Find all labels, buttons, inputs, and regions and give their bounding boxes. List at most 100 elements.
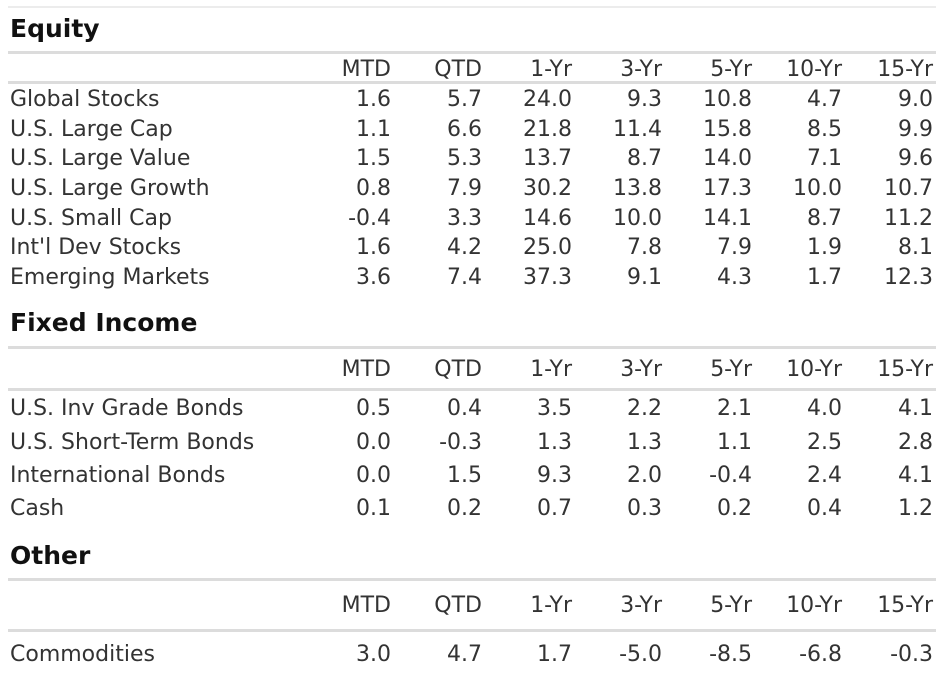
- value-cell: 15.8: [703, 117, 752, 142]
- column-header: QTD: [434, 357, 482, 382]
- table-row: International Bonds 0.0 1.5 9.3 2.0 -0.4…: [8, 461, 936, 491]
- value-cell: 25.0: [523, 235, 572, 260]
- section-title-rule: [8, 346, 936, 349]
- value-cell: 7.9: [447, 176, 482, 201]
- row-label: U.S. Large Value: [10, 146, 191, 171]
- value-cell: 1.9: [807, 235, 842, 260]
- value-cell: 1.5: [447, 463, 482, 488]
- column-header-row: MTD QTD 1-Yr 3-Yr 5-Yr 10-Yr 15-Yr: [8, 591, 936, 621]
- value-cell: 0.0: [356, 463, 391, 488]
- header-rule: [8, 388, 936, 391]
- section-title: Fixed Income: [10, 308, 198, 337]
- table-row: U.S. Inv Grade Bonds 0.5 0.4 3.5 2.2 2.1…: [8, 394, 936, 424]
- value-cell: 0.7: [537, 496, 572, 521]
- value-cell: 2.8: [898, 430, 933, 455]
- value-cell: 0.1: [356, 496, 391, 521]
- value-cell: 9.1: [627, 265, 662, 290]
- value-cell: 37.3: [523, 265, 572, 290]
- value-cell: 9.6: [898, 146, 933, 171]
- value-cell: 5.3: [447, 146, 482, 171]
- value-cell: 0.2: [447, 496, 482, 521]
- value-cell: 10.8: [703, 87, 752, 112]
- value-cell: 8.7: [627, 146, 662, 171]
- value-cell: -8.5: [709, 642, 752, 667]
- value-cell: 4.3: [717, 265, 752, 290]
- section-title-rule: [8, 51, 936, 54]
- column-header: 3-Yr: [620, 593, 662, 618]
- row-label: U.S. Inv Grade Bonds: [10, 396, 244, 421]
- value-cell: 8.1: [898, 235, 933, 260]
- column-header: 10-Yr: [786, 593, 842, 618]
- value-cell: 1.1: [356, 117, 391, 142]
- value-cell: 7.8: [627, 235, 662, 260]
- column-header: 10-Yr: [786, 357, 842, 382]
- value-cell: 10.0: [793, 176, 842, 201]
- value-cell: 1.3: [627, 430, 662, 455]
- value-cell: 9.9: [898, 117, 933, 142]
- value-cell: -0.3: [890, 642, 933, 667]
- value-cell: 4.7: [807, 87, 842, 112]
- value-cell: 8.7: [807, 206, 842, 231]
- table-row: Emerging Markets 3.6 7.4 37.3 9.1 4.3 1.…: [8, 263, 936, 293]
- value-cell: 14.1: [703, 206, 752, 231]
- value-cell: 0.3: [627, 496, 662, 521]
- table-row: U.S. Short-Term Bonds 0.0 -0.3 1.3 1.3 1…: [8, 428, 936, 458]
- value-cell: 10.7: [884, 176, 933, 201]
- value-cell: 4.7: [447, 642, 482, 667]
- header-rule: [8, 629, 936, 632]
- value-cell: 10.0: [613, 206, 662, 231]
- table-row: U.S. Small Cap -0.4 3.3 14.6 10.0 14.1 8…: [8, 204, 936, 234]
- value-cell: -0.4: [348, 206, 391, 231]
- column-header: 1-Yr: [530, 57, 572, 82]
- value-cell: 4.1: [898, 463, 933, 488]
- value-cell: 1.7: [537, 642, 572, 667]
- value-cell: 2.0: [627, 463, 662, 488]
- value-cell: 2.5: [807, 430, 842, 455]
- section-title: Other: [10, 541, 91, 570]
- value-cell: 12.3: [884, 265, 933, 290]
- row-label: Cash: [10, 496, 65, 521]
- value-cell: 11.2: [884, 206, 933, 231]
- column-header: 5-Yr: [710, 357, 752, 382]
- table-row: Cash 0.1 0.2 0.7 0.3 0.2 0.4 1.2: [8, 494, 936, 524]
- column-header: 10-Yr: [786, 57, 842, 82]
- value-cell: 14.0: [703, 146, 752, 171]
- table-row: U.S. Large Cap 1.1 6.6 21.8 11.4 15.8 8.…: [8, 115, 936, 145]
- value-cell: 0.8: [356, 176, 391, 201]
- value-cell: 30.2: [523, 176, 572, 201]
- value-cell: 1.2: [898, 496, 933, 521]
- column-header: MTD: [341, 593, 391, 618]
- table-row: Commodities 3.0 4.7 1.7 -5.0 -8.5 -6.8 -…: [8, 640, 936, 670]
- value-cell: 7.4: [447, 265, 482, 290]
- value-cell: 1.1: [717, 430, 752, 455]
- value-cell: 1.5: [356, 146, 391, 171]
- value-cell: -0.3: [439, 430, 482, 455]
- value-cell: 6.6: [447, 117, 482, 142]
- value-cell: 3.5: [537, 396, 572, 421]
- column-header: 15-Yr: [877, 57, 933, 82]
- column-header-row: MTD QTD 1-Yr 3-Yr 5-Yr 10-Yr 15-Yr: [8, 355, 936, 385]
- column-header: MTD: [341, 357, 391, 382]
- value-cell: 14.6: [523, 206, 572, 231]
- value-cell: 2.4: [807, 463, 842, 488]
- value-cell: 1.6: [356, 235, 391, 260]
- row-label: Emerging Markets: [10, 265, 210, 290]
- row-label: U.S. Small Cap: [10, 206, 172, 231]
- value-cell: 4.1: [898, 396, 933, 421]
- value-cell: 0.5: [356, 396, 391, 421]
- value-cell: 1.3: [537, 430, 572, 455]
- value-cell: 9.0: [898, 87, 933, 112]
- row-label: U.S. Short-Term Bonds: [10, 430, 255, 455]
- column-header: 3-Yr: [620, 57, 662, 82]
- row-label: Commodities: [10, 642, 155, 667]
- value-cell: 0.4: [807, 496, 842, 521]
- column-header: MTD: [341, 57, 391, 82]
- value-cell: 7.1: [807, 146, 842, 171]
- value-cell: 1.6: [356, 87, 391, 112]
- column-header: 1-Yr: [530, 593, 572, 618]
- value-cell: -5.0: [619, 642, 662, 667]
- value-cell: 1.7: [807, 265, 842, 290]
- value-cell: -0.4: [709, 463, 752, 488]
- row-label: U.S. Large Cap: [10, 117, 173, 142]
